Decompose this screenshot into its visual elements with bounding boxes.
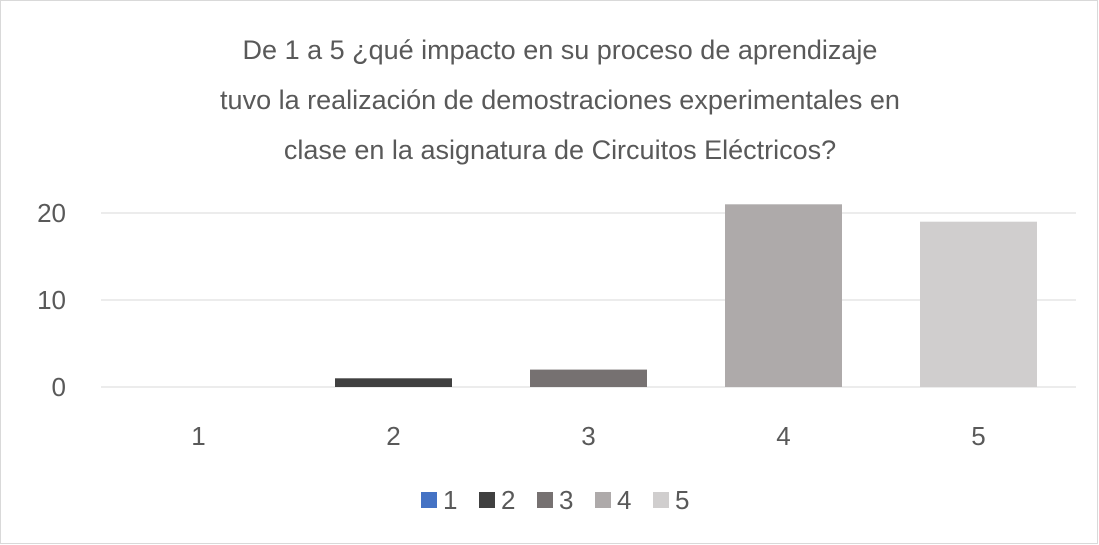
x-tick-label: 2	[386, 421, 400, 451]
legend-swatch	[653, 492, 669, 508]
bar	[920, 221, 1037, 387]
legend-swatch	[479, 492, 495, 508]
x-tick-label: 5	[971, 421, 985, 451]
bar	[725, 204, 842, 387]
legend-label: 2	[501, 485, 515, 515]
y-tick-label: 0	[52, 372, 66, 402]
x-tick-label: 4	[776, 421, 790, 451]
bar	[335, 378, 452, 387]
legend-label: 5	[675, 485, 689, 515]
x-tick-label: 3	[581, 421, 595, 451]
bar	[530, 369, 647, 387]
y-tick-label: 20	[37, 198, 66, 228]
legend-swatch	[537, 492, 553, 508]
y-tick-label: 10	[37, 285, 66, 315]
chart-title: De 1 a 5 ¿qué impacto en su proceso de a…	[243, 35, 878, 65]
legend-label: 1	[443, 485, 457, 515]
legend-label: 4	[617, 485, 631, 515]
legend-swatch	[421, 492, 437, 508]
chart-title: tuvo la realización de demostraciones ex…	[220, 85, 900, 115]
chart-title: clase en la asignatura de Circuitos Eléc…	[284, 135, 836, 165]
legend-label: 3	[559, 485, 573, 515]
legend-swatch	[595, 492, 611, 508]
x-tick-label: 1	[191, 421, 205, 451]
